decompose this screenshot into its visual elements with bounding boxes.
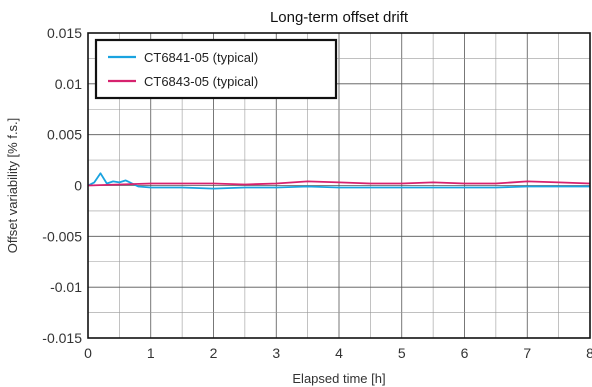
y-tick-label: -0.015 bbox=[42, 330, 82, 346]
legend-box bbox=[94, 38, 338, 100]
x-tick-label: 8 bbox=[586, 345, 592, 361]
x-tick-label: 6 bbox=[461, 345, 469, 361]
y-tick-label: 0.015 bbox=[47, 25, 82, 41]
series-line-2 bbox=[87, 180, 591, 187]
x-tick-label: 1 bbox=[147, 345, 155, 361]
series-line-1 bbox=[87, 172, 590, 190]
legend-label: CT6843-05 (typical) bbox=[144, 74, 258, 89]
y-axis-label: Offset variability [% f.s.] bbox=[5, 118, 20, 254]
x-axis-label: Elapsed time [h] bbox=[292, 371, 385, 386]
x-tick-label: 4 bbox=[335, 345, 343, 361]
y-tick-labels: 0.015 0.01 0.005 0 -0.005 -0.01 -0.015 bbox=[42, 25, 82, 346]
x-tick-label: 3 bbox=[272, 345, 280, 361]
y-tick-label: 0.01 bbox=[55, 76, 82, 92]
y-tick-label: 0 bbox=[74, 178, 82, 194]
x-tick-labels: 0 1 2 3 4 5 6 7 8 bbox=[84, 345, 592, 361]
series-layer bbox=[87, 172, 591, 190]
y-tick-label: -0.01 bbox=[50, 279, 82, 295]
y-tick-label: 0.005 bbox=[47, 127, 82, 143]
legend: CT6841-05 (typical) CT6843-05 (typical) bbox=[94, 38, 338, 100]
chart-title: Long-term offset drift bbox=[270, 9, 409, 26]
x-tick-label: 0 bbox=[84, 345, 92, 361]
y-tick-label: -0.005 bbox=[42, 228, 82, 244]
x-tick-label: 2 bbox=[210, 345, 218, 361]
legend-label: CT6841-05 (typical) bbox=[144, 50, 258, 65]
x-tick-label: 7 bbox=[523, 345, 531, 361]
x-tick-label: 5 bbox=[398, 345, 406, 361]
plot-frame bbox=[87, 32, 591, 339]
